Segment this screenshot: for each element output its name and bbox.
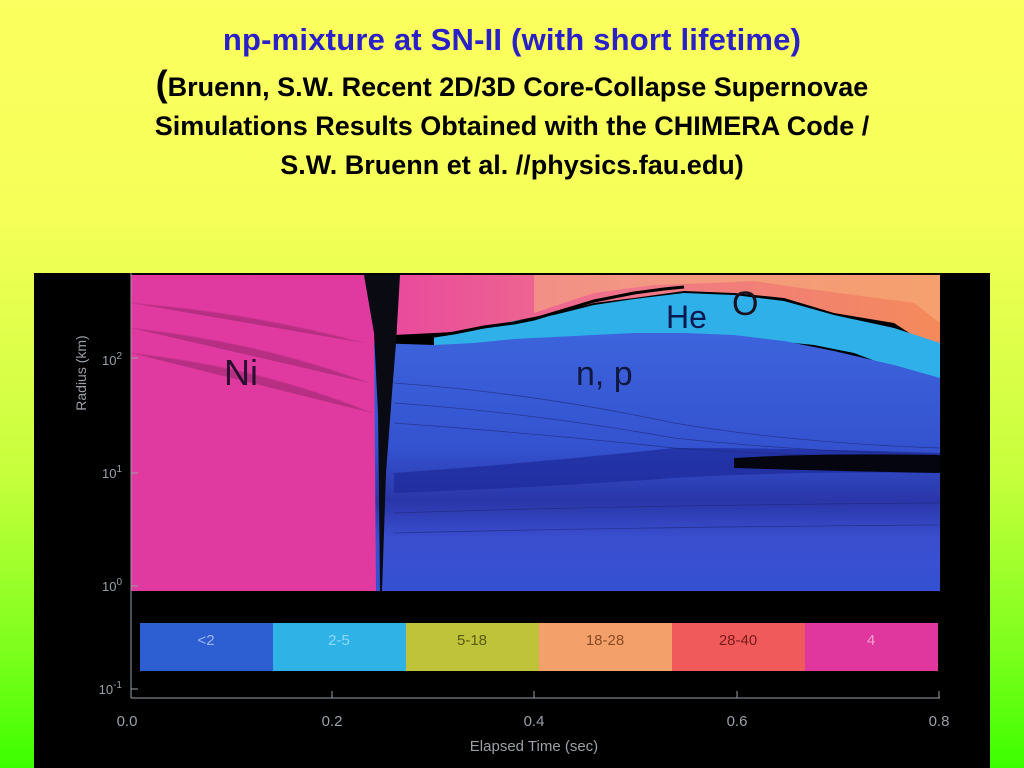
- bounce-spike: [364, 275, 400, 591]
- reference-line-3: S.W. Bruenn et al. //physics.fau.edu): [280, 150, 744, 180]
- o-region-highlight: [534, 275, 940, 323]
- x-tick-label-2: 0.2: [322, 713, 343, 730]
- simulation-plot: <2 2-5 5-18 18-28 28-40 4 Ni n, p He O: [73, 273, 990, 768]
- colorbar-label-2: 2-5: [328, 632, 350, 649]
- simulation-figure: <2 2-5 5-18 18-28 28-40 4 Ni n, p He O: [34, 273, 990, 768]
- colorbar-label-6: 4: [867, 632, 875, 649]
- colorbar-segment-5: [672, 623, 805, 671]
- colorbar-segment-4: [539, 623, 672, 671]
- y-tick-label-1: 102: [102, 351, 122, 368]
- x-tick-label-1: 0.0: [117, 713, 138, 730]
- label-np: n, p: [576, 355, 633, 393]
- dark-feature: [734, 454, 940, 473]
- y-tick-label-2: 101: [102, 464, 122, 481]
- colorbar: <2 2-5 5-18 18-28 28-40 4: [131, 591, 941, 671]
- x-tick-label-3: 0.4: [524, 713, 545, 730]
- he-region: [434, 293, 940, 383]
- label-o: O: [732, 285, 758, 323]
- reference-text: (Bruenn, S.W. Recent 2D/3D Core-Collapse…: [0, 64, 1024, 185]
- label-ni: Ni: [224, 352, 258, 393]
- ni-region-contours: [130, 302, 373, 414]
- colorbar-gap: [131, 591, 941, 621]
- x-axis-title: Elapsed Time (sec): [470, 738, 598, 755]
- colorbar-label-5: 28-40: [719, 632, 757, 649]
- slide-title: np-mixture at SN-II (with short lifetime…: [222, 22, 802, 57]
- y-axis-title: Radius (km): [73, 335, 89, 410]
- reference-line-1: Bruenn, S.W. Recent 2D/3D Core-Collapse …: [167, 72, 869, 102]
- colorbar-segment-3: [406, 623, 539, 671]
- plot-area: [130, 273, 990, 768]
- ni-region: [131, 275, 381, 591]
- colorbar-label-4: 18-28: [586, 632, 624, 649]
- right-margin: [940, 273, 990, 768]
- colorbar-segment-1: [140, 623, 273, 671]
- x-tick-label-5: 0.8: [929, 713, 950, 730]
- y-tick-label-4: 10-1: [99, 680, 123, 697]
- reference-open-paren: (: [155, 63, 168, 104]
- axes-frame: [130, 273, 940, 699]
- reference-line-2: Simulations Results Obtained with the CH…: [154, 111, 870, 141]
- shock-front: [383, 285, 685, 345]
- colorbar-label-1: <2: [197, 632, 214, 649]
- colorbar-segment-6: [805, 623, 938, 671]
- slide-title-block: np-mixture at SN-II (with short lifetime…: [0, 22, 1024, 185]
- colorbar-segment-2: [273, 623, 406, 671]
- y-tick-label-3: 100: [102, 577, 122, 594]
- o-region: [381, 275, 940, 353]
- label-he: He: [666, 299, 707, 335]
- x-tick-label-4: 0.6: [727, 713, 748, 730]
- colorbar-label-3: 5-18: [457, 632, 487, 649]
